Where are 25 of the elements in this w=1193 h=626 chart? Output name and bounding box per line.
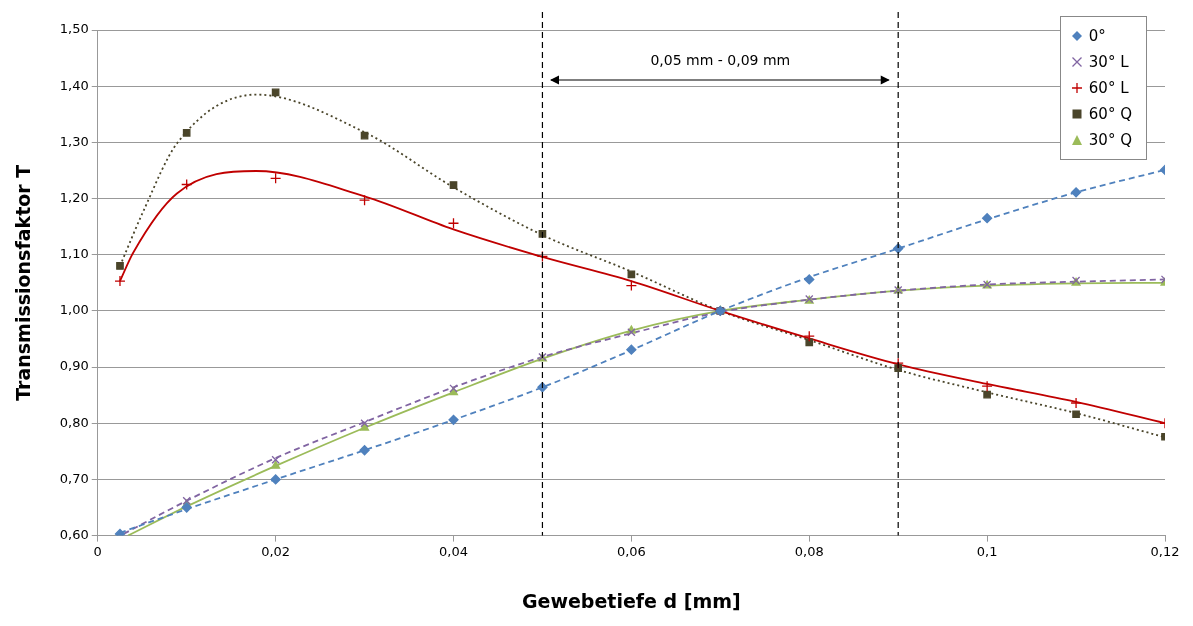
x-axis-title: Gewebetiefe d [mm] — [521, 589, 741, 612]
y-tick-label: 1,40 — [59, 77, 89, 93]
y-axis-title: Transmissionsfaktor T — [12, 164, 35, 401]
x-tick-label: 0,06 — [616, 543, 646, 559]
x-tick-label: 0,08 — [794, 543, 824, 559]
legend-label: 60° Q — [1088, 105, 1132, 123]
y-tick-label: 0,90 — [59, 358, 89, 374]
x-tick-label: 0 — [93, 543, 102, 559]
y-tick-label: 1,10 — [59, 246, 89, 262]
x-tick-label: 0,12 — [1150, 543, 1180, 559]
legend-label: 0° — [1088, 27, 1106, 45]
y-tick-label: 1,50 — [59, 21, 89, 37]
legend-label: 30° L — [1088, 53, 1129, 71]
y-tick-label: 0,60 — [59, 526, 89, 542]
x-tick-label: 0,04 — [439, 543, 468, 559]
y-tick-label: 1,20 — [59, 189, 89, 205]
legend-label: 60° L — [1088, 79, 1129, 97]
annotation: 0,05 mm - 0,09 mm — [650, 52, 791, 68]
legend-label: 30° Q — [1088, 131, 1132, 149]
y-tick-label: 0,80 — [59, 414, 89, 430]
x-tick-label: 0,02 — [261, 543, 291, 559]
y-tick-label: 0,70 — [59, 470, 89, 486]
y-tick-label: 1,00 — [59, 302, 89, 318]
x-tick-label: 0,1 — [976, 543, 998, 559]
y-tick-label: 1,30 — [59, 133, 89, 149]
